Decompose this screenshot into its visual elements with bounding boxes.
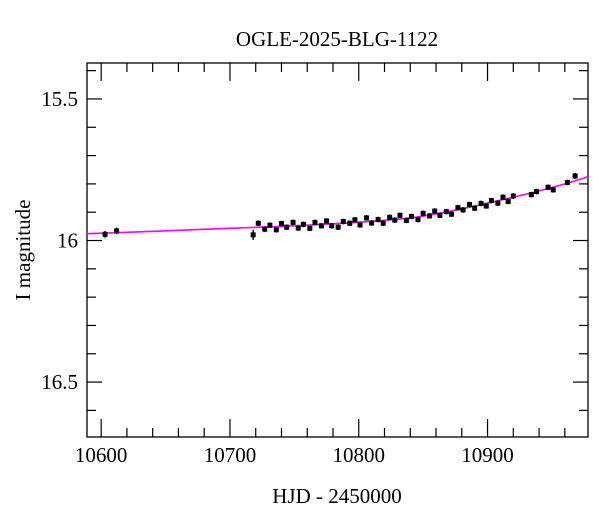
y-tick-label: 15.5 (41, 87, 78, 111)
data-point (488, 198, 494, 204)
data-point (505, 198, 511, 204)
data-point (284, 224, 290, 230)
y-tick-label: 16 (57, 229, 78, 253)
data-point (483, 203, 489, 209)
data-point (262, 226, 268, 232)
data-point (278, 221, 284, 227)
data-point (114, 228, 120, 234)
data-point (352, 217, 358, 223)
data-point (347, 220, 353, 226)
data-point (572, 173, 578, 179)
data-point (432, 208, 438, 214)
data-point (528, 192, 534, 198)
x-tick-label: 10800 (333, 443, 386, 467)
data-point (375, 217, 381, 223)
data-point (363, 215, 369, 221)
data-point (329, 223, 335, 229)
data-point (102, 231, 108, 237)
axis-ticks (87, 63, 588, 437)
data-point (335, 224, 341, 230)
chart-title: OGLE-2025-BLG-1122 (236, 27, 438, 51)
x-tick-label: 10600 (75, 443, 128, 467)
data-point (312, 219, 318, 225)
data-points (102, 172, 578, 240)
data-point (295, 225, 301, 231)
data-point (290, 219, 296, 225)
plot-frame (86, 62, 589, 438)
data-point (545, 184, 551, 190)
data-point (437, 212, 443, 218)
data-point (420, 210, 426, 216)
data-point (455, 205, 461, 211)
data-point (427, 213, 433, 219)
data-point (380, 220, 386, 226)
data-point (318, 223, 324, 229)
tick-labels: 10600 10700 10800 10900 15.5 16 16.5 (41, 87, 514, 467)
data-point (250, 232, 256, 238)
data-point (510, 193, 516, 199)
x-tick-label: 10900 (461, 443, 514, 467)
data-point (267, 222, 273, 228)
data-point (409, 213, 415, 219)
data-point (387, 214, 393, 220)
data-point (448, 211, 454, 217)
data-point (392, 217, 398, 223)
data-point (369, 220, 375, 226)
data-point (340, 219, 346, 225)
x-tick-label: 10700 (204, 443, 257, 467)
data-point (460, 207, 466, 213)
data-point (300, 221, 306, 227)
data-point (357, 222, 363, 228)
data-point (500, 194, 506, 200)
data-point (273, 227, 279, 233)
data-point (255, 220, 261, 226)
data-point (443, 209, 449, 215)
data-point (550, 187, 556, 193)
data-point (415, 217, 421, 223)
data-point (533, 189, 539, 195)
x-axis-label: HJD - 2450000 (272, 484, 402, 508)
data-point (324, 218, 330, 224)
data-point (467, 202, 473, 208)
data-point (478, 200, 484, 206)
y-tick-label: 16.5 (41, 370, 78, 394)
data-point (495, 200, 501, 206)
y-axis-label: I magnitude (11, 200, 35, 301)
data-point (472, 205, 478, 211)
data-point (564, 179, 570, 185)
data-point (307, 225, 313, 231)
data-point (397, 212, 403, 218)
data-point (403, 217, 409, 223)
